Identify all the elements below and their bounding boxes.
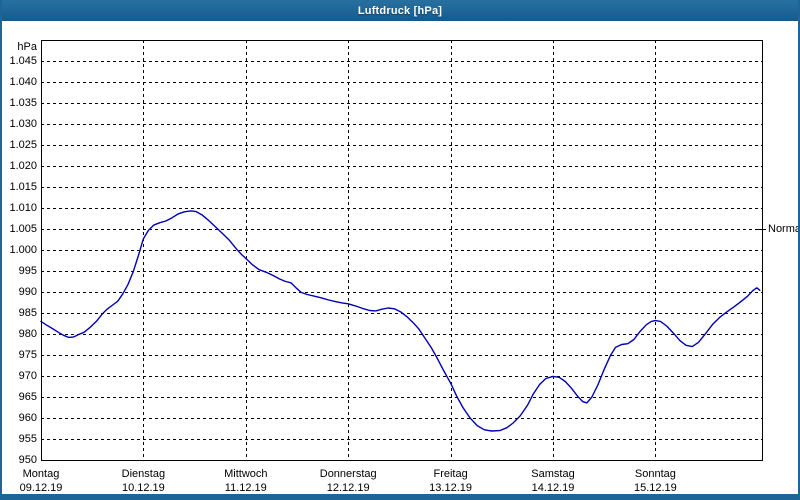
y-tick-label: 1.005 [9,223,37,235]
plot-border [41,40,763,461]
x-tick-date-label: 09.12.19 [19,482,63,494]
y-tick-label: 955 [18,433,37,445]
x-tick-day-label: Mittwoch [224,468,268,480]
x-tick-day-label: Sonntag [634,468,676,480]
pressure-chart: hPa 1.045 1.040 1.035 1.030 1.025 1.020 1.015 1… [2,21,798,494]
y-tick-label: 1.035 [9,97,37,109]
y-tick-label: 1.045 [9,55,37,67]
x-tick-day-label: Montag [22,468,60,480]
y-tick-label: 990 [18,286,37,298]
window-bottom-frame [2,494,798,500]
x-tick-day-label: Dienstag [121,468,166,480]
pressure-curve [40,210,761,432]
x-tick-day-label: Samstag [531,468,575,480]
normal-pressure-label: Normal [768,223,800,235]
y-tick-label: 970 [18,370,37,382]
y-tick-label: 1.010 [9,202,37,214]
y-tick-label: 1.000 [9,244,37,256]
y-axis-unit-label: hPa [17,41,37,53]
x-tick-date-label: 12.12.19 [326,482,370,494]
y-tick-label: 1.015 [9,181,37,193]
window-titlebar: Luftdruck [hPa] [2,0,798,21]
x-tick-day-label: Donnerstag [319,468,377,480]
x-tick-date-label: 10.12.19 [121,482,165,494]
x-tick-date-label: 15.12.19 [633,482,677,494]
y-tick-label: 1.020 [9,160,37,172]
x-tick-date-label: 13.12.19 [429,482,472,494]
y-tick-label: 995 [18,265,37,277]
chart-canvas [40,40,766,461]
y-tick-label: 965 [18,391,37,403]
x-tick-date-label: 11.12.19 [224,482,267,494]
y-tick-label: 950 [18,454,37,466]
x-tick-date-label: 14.12.19 [531,482,575,494]
x-tick-day-label: Freitag [433,468,468,480]
y-tick-label: 1.030 [9,118,37,130]
window-title: Luftdruck [hPa] [357,4,443,17]
y-tick-label: 975 [18,349,37,361]
y-tick-label: 1.025 [9,139,37,151]
y-tick-label: 980 [18,328,37,340]
y-tick-label: 1.040 [9,76,37,88]
y-tick-label: 960 [18,412,37,424]
y-tick-label: 985 [18,307,37,319]
